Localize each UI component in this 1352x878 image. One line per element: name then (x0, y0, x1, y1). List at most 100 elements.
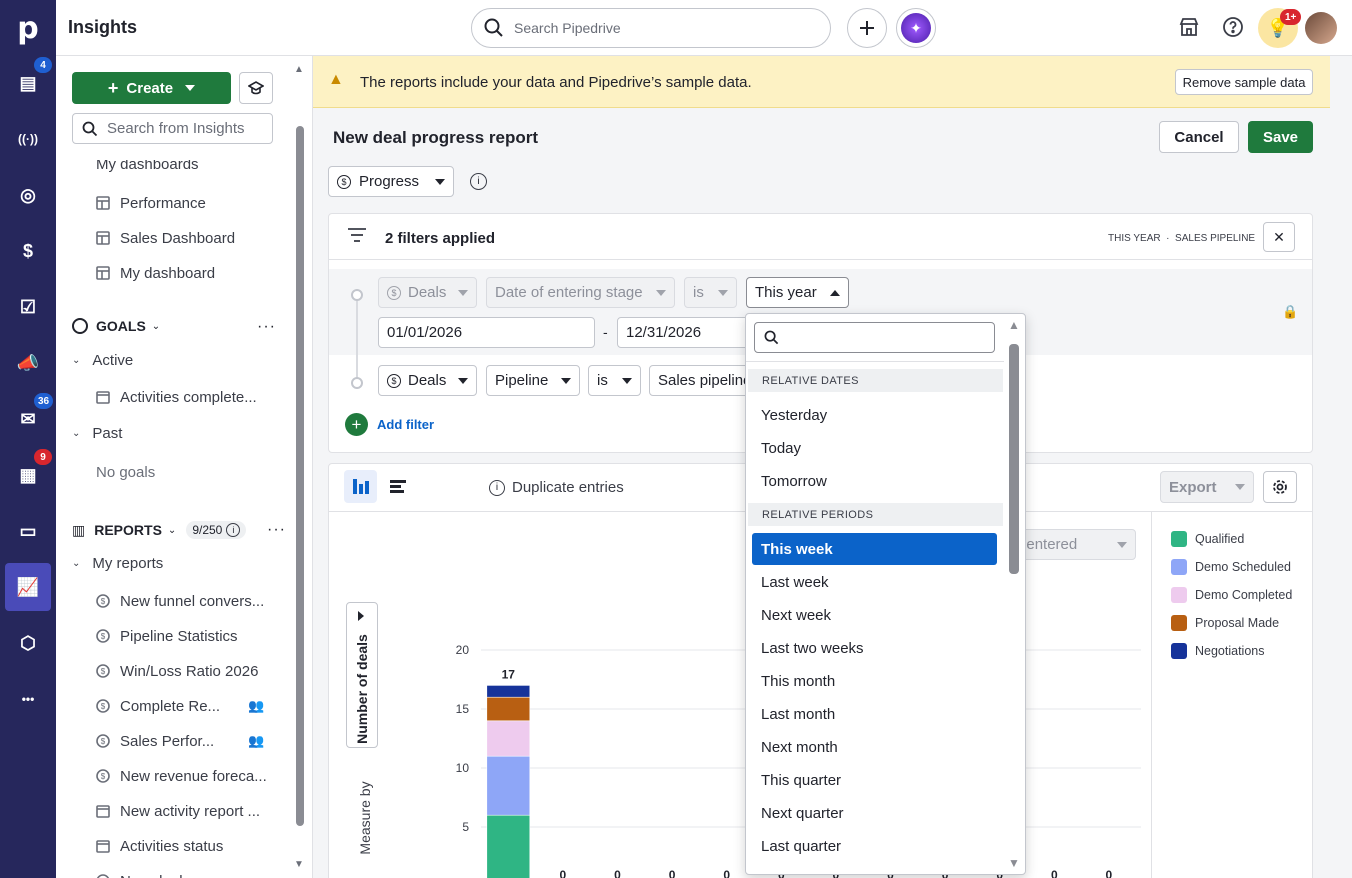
bar-segment[interactable] (486, 720, 531, 757)
filter1-entity-select[interactable]: $ Deals (378, 277, 477, 308)
filter1-operator-select[interactable]: is (684, 277, 737, 308)
goals-past-group[interactable]: ⌄ Past (72, 425, 122, 442)
global-search[interactable]: Search Pipedrive (471, 8, 831, 48)
rail-item-calendar[interactable]: ▦ 9 (0, 449, 56, 499)
dropdown-option[interactable]: Next week (761, 606, 832, 624)
dropdown-scrollbar[interactable]: ▲ ▼ (1008, 318, 1020, 870)
report-title[interactable]: New deal progress report (333, 128, 539, 147)
rail-item-tasks[interactable]: ☑ (0, 283, 56, 331)
report-item[interactable]: $ New revenue foreca... (96, 761, 267, 791)
goals-more-icon[interactable]: ··· (257, 318, 276, 335)
create-button[interactable]: + Create (72, 72, 231, 104)
bar-chart-toggle[interactable] (381, 470, 414, 503)
report-item[interactable]: $ New funnel convers... (96, 586, 264, 616)
report-item[interactable]: $ Win/Loss Ratio 2026 (96, 656, 258, 686)
my-reports-group[interactable]: ⌄ My reports (72, 555, 163, 572)
save-button[interactable]: Save (1248, 121, 1313, 153)
dashboard-item[interactable]: Sales Dashboard (96, 223, 235, 253)
legend-item[interactable]: Negotiations (1171, 643, 1265, 659)
dropdown-option[interactable]: Next month (761, 738, 838, 756)
reports-more-icon[interactable]: ··· (267, 521, 286, 538)
rail-item-leads[interactable]: ▤ 4 (0, 57, 56, 107)
quick-add-button[interactable] (847, 8, 887, 48)
filter2-operator-select[interactable]: is (588, 365, 641, 396)
my-dashboards-header[interactable]: My dashboards (96, 156, 199, 173)
measure-by-select[interactable]: Number of deals (346, 602, 378, 748)
report-item[interactable]: $ New deal ... (96, 866, 199, 878)
dashboard-item[interactable]: Performance (96, 188, 206, 218)
report-type-select[interactable]: $ Progress (328, 166, 454, 197)
filters-header[interactable]: 2 filters applied THIS YEAR · SALES PIPE… (329, 214, 1312, 260)
chevron-down-icon (458, 377, 468, 384)
filter2-value-select[interactable]: Sales pipeline (649, 365, 759, 396)
goal-item[interactable]: Activities complete... (96, 382, 257, 412)
dropdown-option[interactable]: Last month (761, 705, 836, 723)
goals-active-group[interactable]: ⌄ Active (72, 352, 133, 369)
rail-item-target[interactable]: ◎ (0, 171, 56, 219)
bar-segment[interactable] (486, 696, 531, 722)
legend-item[interactable]: Demo Scheduled (1171, 559, 1291, 575)
dropdown-option[interactable]: This week (752, 533, 997, 565)
rail-item-broadcast[interactable]: ((·)) (0, 115, 56, 163)
marketplace-icon[interactable] (1178, 16, 1200, 41)
collapse-filters-button[interactable]: ✕ (1263, 222, 1295, 252)
rail-item-insights[interactable]: 📈 (5, 563, 51, 611)
date-to-input[interactable]: 12/31/2026 (617, 317, 757, 348)
dropdown-option[interactable]: This month (761, 672, 836, 690)
dropdown-option[interactable]: Yesterday (761, 406, 828, 424)
report-item[interactable]: $ Pipeline Statistics (96, 621, 238, 651)
date-from-input[interactable]: 01/01/2026 (378, 317, 595, 348)
rail-item-contacts[interactable]: ▭ (0, 507, 56, 555)
dashboard-item[interactable]: My dashboard (96, 258, 215, 288)
report-item[interactable]: $ Sales Perfor... (96, 726, 214, 756)
dropdown-option[interactable]: Today (761, 439, 802, 457)
sidebar-scrollbar[interactable]: ▲ ▼ (294, 64, 304, 870)
info-icon[interactable]: i (470, 173, 487, 190)
dropdown-option[interactable]: Last quarter (761, 837, 842, 855)
dropdown-search-input[interactable] (754, 322, 995, 353)
remove-sample-data-button[interactable]: Remove sample data (1175, 69, 1313, 95)
bar-segment[interactable] (486, 814, 531, 878)
chart-settings-button[interactable] (1263, 471, 1297, 503)
ai-assistant-button[interactable]: ✦ (896, 8, 936, 48)
help-icon[interactable] (1222, 16, 1244, 41)
legend-item[interactable]: Qualified (1171, 531, 1244, 547)
report-item[interactable]: Activities status (96, 831, 223, 861)
bar-segment[interactable] (486, 685, 531, 698)
dropdown-option[interactable]: Last week (761, 573, 829, 591)
bar-segment[interactable] (486, 755, 531, 816)
dropdown-option[interactable]: This quarter (761, 771, 842, 789)
broadcast-icon: ((·)) (18, 132, 38, 146)
report-item[interactable]: New activity report ... (96, 796, 260, 826)
dropdown-option[interactable]: Next quarter (761, 804, 844, 822)
report-item[interactable]: $ Complete Re... (96, 691, 220, 721)
rail-item-products[interactable]: ⬡ (0, 619, 56, 667)
filter1-field-select[interactable]: Date of entering stage (486, 277, 675, 308)
column-chart-toggle[interactable] (344, 470, 377, 503)
pipedrive-logo[interactable]: p (0, 4, 56, 52)
dropdown-option[interactable]: Tomorrow (761, 472, 827, 490)
rail-item-more[interactable]: ••• (0, 675, 56, 723)
rail-item-deals[interactable]: $ (0, 227, 56, 275)
dropdown-option[interactable]: Last two weeks (761, 639, 864, 657)
cancel-button[interactable]: Cancel (1159, 121, 1239, 153)
filter2-entity-select[interactable]: $ Deals (378, 365, 477, 396)
insights-search-input[interactable]: Search from Insights (72, 113, 273, 144)
legend-item[interactable]: Proposal Made (1171, 615, 1279, 631)
academy-button[interactable] (239, 72, 273, 104)
rail-item-mail[interactable]: ✉ 36 (0, 393, 56, 443)
avatar[interactable] (1305, 12, 1337, 44)
goal-item-label: Activities complete... (120, 388, 257, 406)
report-label: Pipeline Statistics (120, 627, 238, 645)
filter2-field-select[interactable]: Pipeline (486, 365, 580, 396)
goals-section-header[interactable]: GOALS ⌄ (72, 318, 160, 334)
chevron-right-icon (358, 611, 364, 621)
filter1-value-select[interactable]: This year (746, 277, 849, 308)
duplicate-entries-toggle[interactable]: i Duplicate entries (489, 479, 624, 496)
rail-item-campaigns[interactable]: 📣 (0, 339, 56, 387)
reports-section-header[interactable]: ▥ REPORTS ⌄ 9/250 i (72, 521, 247, 539)
dashboard-icon (96, 266, 110, 280)
add-filter-button[interactable]: + Add filter (345, 413, 434, 436)
export-button[interactable]: Export (1160, 471, 1254, 503)
legend-item[interactable]: Demo Completed (1171, 587, 1292, 603)
